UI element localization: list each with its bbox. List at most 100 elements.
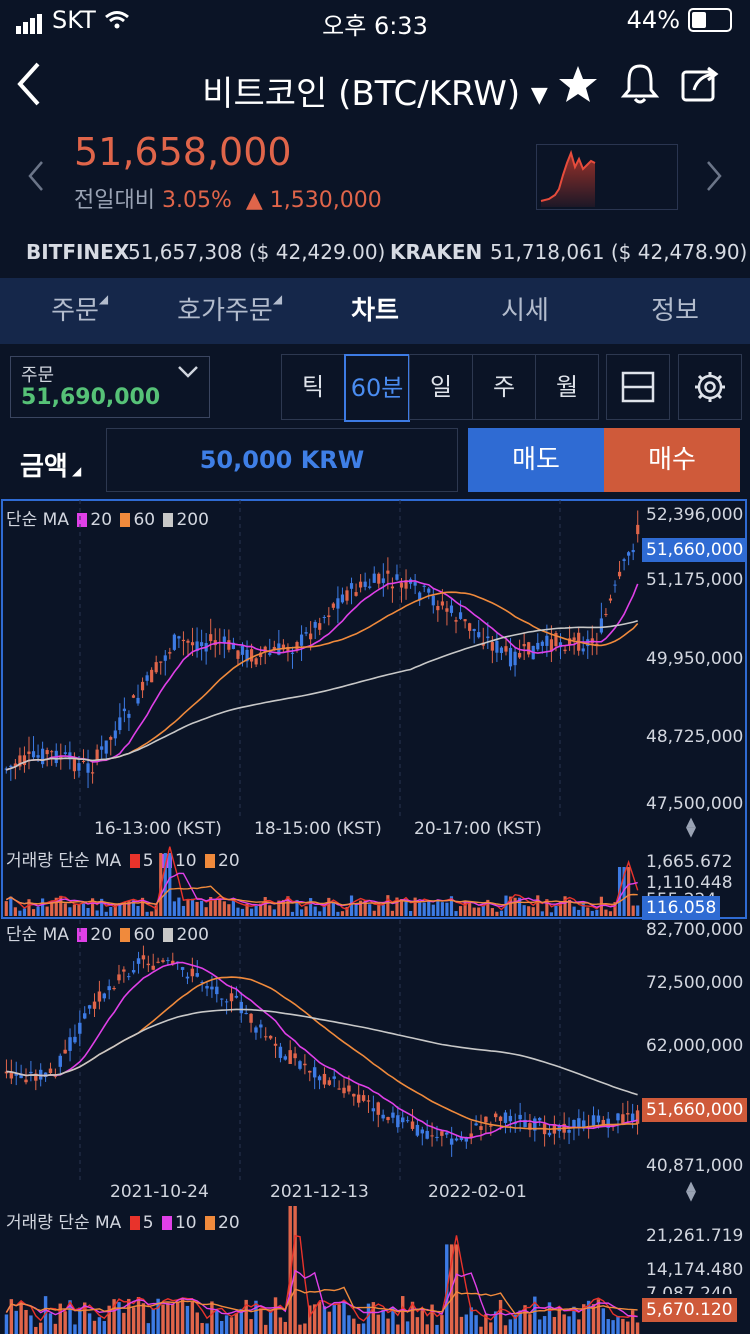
volume-bar [368, 904, 372, 916]
candle [540, 641, 544, 646]
candle [231, 642, 236, 649]
volume-bar [281, 899, 285, 916]
volume-bar [377, 902, 381, 916]
candle [136, 958, 141, 964]
candle [87, 1005, 92, 1009]
buy-button[interactable]: 매수 [604, 428, 740, 492]
volume-bar [337, 1304, 341, 1334]
candle [73, 1036, 77, 1043]
chevron-right-icon[interactable] [704, 160, 724, 192]
period-month[interactable]: 월 [535, 354, 599, 420]
exchange-name: BITFINEX [26, 240, 130, 264]
candle [361, 1095, 366, 1101]
period-tick[interactable]: 틱 [281, 354, 345, 420]
hourly-volume[interactable] [4, 846, 640, 916]
star-icon[interactable] [558, 64, 598, 104]
change-percent: 3.05% [161, 188, 232, 213]
period-day[interactable]: 일 [409, 354, 473, 420]
candle [154, 662, 158, 673]
candle [53, 1075, 58, 1077]
volume-bar [545, 899, 549, 916]
candle [141, 955, 146, 960]
volume-bar [273, 1297, 278, 1334]
volume-bar [537, 1319, 542, 1334]
period-60min[interactable]: 60분 [344, 354, 410, 422]
volume-bar [288, 1206, 292, 1334]
volume-bar [313, 906, 317, 916]
volume-bar [523, 1305, 527, 1334]
volume-bar [454, 911, 458, 916]
hourly-candles[interactable] [4, 500, 640, 816]
volume-bar [391, 1307, 395, 1334]
candle [240, 645, 245, 655]
sparkline-chart[interactable] [536, 144, 678, 210]
split-view-button[interactable] [606, 354, 670, 420]
candle [161, 960, 165, 962]
candle [286, 646, 290, 652]
volume-bar [172, 901, 176, 916]
volume-bar [582, 1304, 586, 1334]
vol-ma5-swatch [129, 1216, 140, 1230]
candle [259, 1024, 263, 1028]
volume-bar [205, 1323, 209, 1334]
candle [372, 573, 376, 583]
volume-bar [533, 1296, 537, 1334]
period-week[interactable]: 주 [472, 354, 536, 420]
tab-chart[interactable]: 차트 [300, 278, 450, 344]
candle [283, 1056, 288, 1060]
candle [396, 1115, 400, 1128]
candle [268, 653, 272, 655]
resize-handle-icon[interactable]: ▲ ▼ [686, 815, 696, 840]
amount-selector[interactable]: 금액 ◢ [20, 446, 81, 483]
amount-input[interactable]: 50,000 KRW [106, 428, 458, 492]
volume-bar [268, 905, 272, 916]
tab-orderbook[interactable]: 호가주문 ◢ [150, 278, 300, 344]
volume-bar [626, 1321, 630, 1334]
share-icon[interactable] [680, 62, 722, 104]
page-title[interactable]: 비트코인 (BTC/KRW) ▼ [0, 66, 750, 115]
volume-bar [48, 1313, 53, 1334]
hourly-chart-frame[interactable] [1, 499, 747, 919]
candle [356, 1094, 361, 1103]
volume-bar [635, 1322, 640, 1334]
volume-bar [317, 1302, 322, 1334]
volume-ma-line [5, 885, 638, 906]
candle [29, 1071, 33, 1074]
volume-bar [372, 910, 376, 916]
back-icon[interactable] [14, 60, 44, 108]
volume-bar [290, 911, 295, 916]
volume-bar [395, 897, 399, 916]
candle [9, 1072, 14, 1079]
daily-volume[interactable] [4, 1206, 640, 1334]
volume-bar [590, 910, 594, 916]
volume-bar [479, 1326, 483, 1334]
volume-bar [34, 1326, 38, 1334]
candle [490, 642, 494, 651]
volume-bar [327, 1311, 332, 1334]
order-price-select[interactable]: 주문 51,690,000 [10, 356, 210, 418]
candle [577, 1118, 581, 1128]
resize-handle-icon[interactable]: ▲ ▼ [686, 1179, 696, 1204]
volume-bar [631, 905, 635, 916]
candle [495, 640, 499, 653]
daily-candles[interactable] [4, 920, 640, 1180]
legend-prefix: 단순 MA [6, 925, 69, 945]
bell-icon[interactable] [620, 62, 660, 106]
volume-bar [236, 907, 240, 916]
tab-order[interactable]: 주문 ◢ [0, 278, 150, 344]
volume-bar [181, 905, 186, 916]
candle [340, 594, 345, 603]
settings-button[interactable] [678, 354, 742, 420]
chevron-left-icon[interactable] [26, 160, 46, 192]
candle [95, 749, 99, 760]
sell-button[interactable]: 매도 [468, 428, 604, 492]
volume-bar [171, 1304, 175, 1334]
volume-bar [399, 899, 404, 916]
y-tick-label: 555.224 [646, 890, 717, 900]
volume-bar [63, 1311, 67, 1334]
x-tick-label: 2022-02-01 [428, 1182, 527, 1202]
tab-info[interactable]: 정보 [600, 278, 750, 344]
candle [469, 1133, 473, 1138]
volume-bar [231, 899, 236, 916]
tab-quotes[interactable]: 시세 [450, 278, 600, 344]
